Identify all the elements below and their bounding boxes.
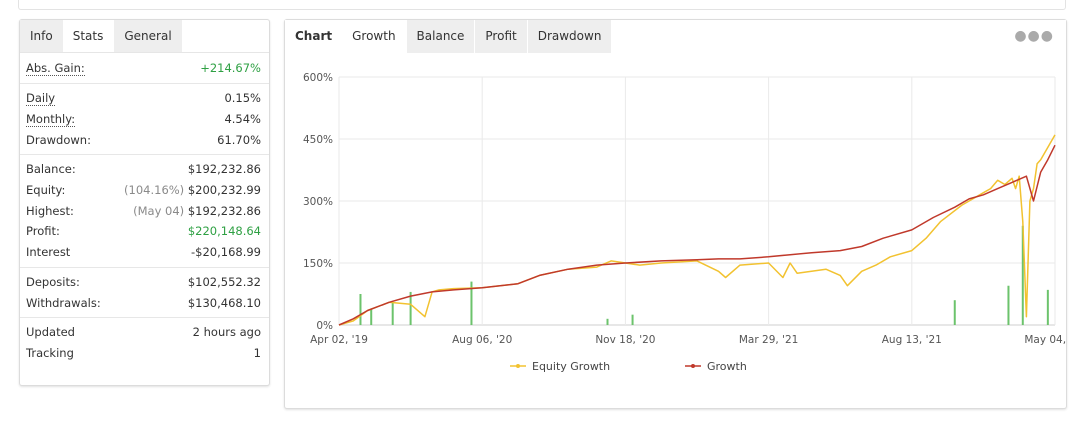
highest-value: $192,232.86 — [187, 203, 261, 218]
stats-tabs: Info Stats General — [20, 20, 269, 53]
stat-updated: Updated 2 hours ago — [26, 322, 261, 343]
y-tick-label: 150% — [303, 258, 333, 270]
tab-stats[interactable]: Stats — [62, 20, 114, 52]
x-tick-label: Mar 29, '21 — [739, 334, 798, 346]
top-bar — [18, 0, 1066, 10]
tab-info[interactable]: Info — [20, 20, 63, 52]
daily-value: 0.15% — [224, 91, 261, 106]
highest-note: (May 04) — [133, 203, 185, 218]
daily-label[interactable]: Daily — [26, 90, 56, 106]
stat-tracking: Tracking 1 — [26, 343, 261, 364]
balance-value: $192,232.86 — [187, 162, 261, 177]
chart-tabs: Chart Growth Balance Profit Drawdown — [285, 20, 1066, 53]
bar — [631, 314, 634, 325]
legend-label: Growth — [707, 360, 747, 373]
bar — [1046, 289, 1049, 325]
withdrawals-value: $130,468.10 — [187, 295, 261, 310]
stat-abs-gain: Abs. Gain: +214.67% — [26, 58, 261, 79]
y-tick-label: 300% — [303, 196, 333, 208]
stat-drawdown: Drawdown: 61.70% — [26, 129, 261, 150]
bar — [370, 308, 373, 325]
balance-label: Balance: — [26, 162, 76, 177]
monthly-label[interactable]: Monthly: — [26, 111, 76, 127]
deposits-label: Deposits: — [26, 274, 80, 289]
bar — [391, 302, 394, 325]
stat-monthly: Monthly: 4.54% — [26, 109, 261, 130]
tab-chart[interactable]: Chart — [285, 20, 343, 53]
stat-deposits: Deposits: $102,552.32 — [26, 272, 261, 293]
ellipsis-icon[interactable]: ●●● — [1014, 28, 1054, 44]
stat-profit: Profit: $220,148.64 — [26, 221, 261, 242]
x-tick-label: May 04, '22 — [1024, 334, 1066, 346]
x-tick-label: Apr 02, '19 — [310, 334, 368, 346]
stats-panel: Info Stats General Abs. Gain: +214.67% D… — [19, 19, 270, 386]
tab-general[interactable]: General — [114, 20, 182, 52]
profit-label: Profit: — [26, 224, 60, 239]
stats-body: Abs. Gain: +214.67% Daily 0.15% Monthly:… — [20, 53, 269, 367]
equity-value-group: (104.16%) $200,232.99 — [124, 183, 261, 197]
stat-withdrawals: Withdrawals: $130,468.10 — [26, 292, 261, 313]
bar — [953, 300, 956, 325]
bar — [409, 291, 412, 325]
legend-marker — [691, 364, 695, 368]
equity-note: (104.16%) — [124, 183, 185, 198]
y-tick-label: 0% — [316, 320, 333, 332]
bar — [606, 318, 609, 325]
stat-highest: Highest: (May 04) $192,232.86 — [26, 200, 261, 221]
equity-value: $200,232.99 — [187, 183, 261, 198]
growth-line — [338, 144, 1056, 326]
equity-growth-line — [338, 134, 1056, 326]
abs-gain-value: +214.67% — [200, 61, 261, 75]
x-tick-label: Aug 06, '20 — [452, 334, 512, 346]
stat-balance: Balance: $192,232.86 — [26, 159, 261, 180]
tab-profit[interactable]: Profit — [475, 20, 527, 53]
bar — [470, 281, 473, 325]
tracking-label: Tracking — [26, 345, 74, 360]
tab-growth[interactable]: Growth — [342, 20, 406, 53]
y-tick-label: 600% — [303, 72, 333, 84]
y-tick-label: 450% — [303, 134, 333, 146]
equity-label: Equity: — [26, 183, 66, 198]
drawdown-value: 61.70% — [217, 132, 261, 147]
deposits-value: $102,552.32 — [187, 274, 261, 289]
updated-value: 2 hours ago — [192, 325, 261, 340]
stat-daily: Daily 0.15% — [26, 88, 261, 109]
tab-balance[interactable]: Balance — [406, 20, 475, 53]
chart-panel: Chart Growth Balance Profit Drawdown ●●●… — [284, 19, 1067, 409]
tab-drawdown[interactable]: Drawdown — [527, 20, 612, 53]
updated-label: Updated — [26, 325, 75, 340]
withdrawals-label: Withdrawals: — [26, 295, 101, 310]
abs-gain-label[interactable]: Abs. Gain: — [26, 60, 85, 76]
drawdown-label: Drawdown: — [26, 132, 91, 147]
growth-chart: 0% 150% 300% 450% 600% Apr 02, '19 Aug 06, '20… — [303, 72, 1066, 373]
stat-interest: Interest -$20,168.99 — [26, 242, 261, 263]
interest-value: -$20,168.99 — [191, 245, 261, 260]
bar — [1007, 285, 1010, 325]
highest-value-group: (May 04) $192,232.86 — [133, 204, 261, 218]
x-tick-label: Nov 18, '20 — [595, 334, 655, 346]
profit-value: $220,148.64 — [187, 224, 261, 239]
bar — [1021, 225, 1024, 325]
legend-marker — [516, 364, 520, 368]
bar — [359, 294, 362, 325]
x-tick-label: Aug 13, '21 — [882, 334, 942, 346]
tracking-value: 1 — [253, 345, 261, 360]
highest-label: Highest: — [26, 203, 74, 218]
legend-label: Equity Growth — [532, 360, 610, 373]
interest-label: Interest — [26, 245, 71, 260]
monthly-value: 4.54% — [224, 112, 261, 127]
stat-equity: Equity: (104.16%) $200,232.99 — [26, 180, 261, 201]
